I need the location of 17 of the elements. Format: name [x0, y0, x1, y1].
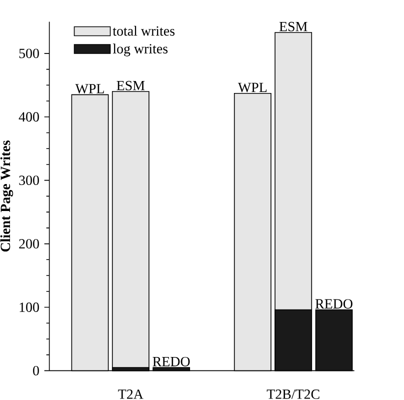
x-tick-label: ESM — [279, 22, 308, 32]
x-tick-label: WPL — [238, 82, 267, 92]
y-tick-label: 500 — [19, 48, 39, 58]
y-tick-label: 100 — [20, 302, 39, 312]
y-tick-label: 0 — [33, 366, 39, 376]
y-axis-title: Client Page Writes — [0, 140, 14, 252]
legend-label: total writes — [112, 26, 175, 36]
x-tick-label: REDO — [315, 299, 352, 309]
text: T2B/T2C — [266, 390, 320, 399]
y-tick-label: 200 — [19, 239, 39, 248]
x-tick-label: REDO — [152, 356, 190, 366]
text: T2A — [118, 390, 144, 399]
legend-label: log writes — [112, 44, 168, 56]
x-tick-label: ESM — [116, 80, 145, 90]
x-tick-label: WPL — [75, 84, 104, 94]
y-tick-label: 300 — [19, 176, 39, 186]
y-tick-label: 400 — [18, 112, 39, 122]
